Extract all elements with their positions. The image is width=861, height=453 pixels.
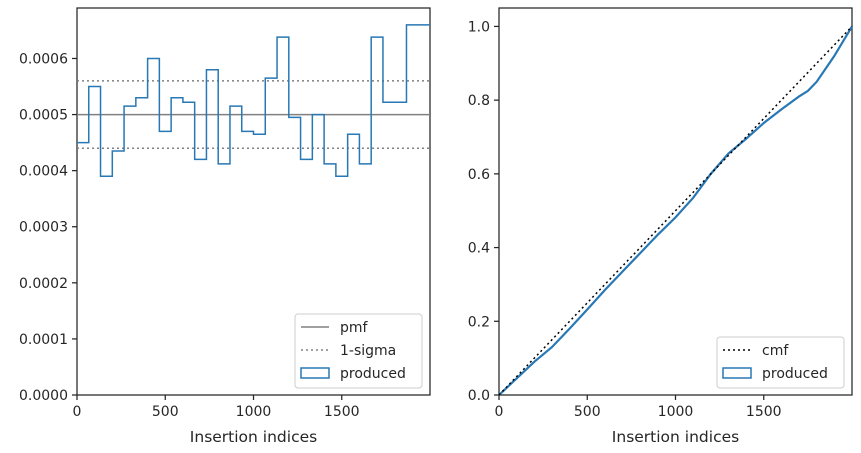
x-tick-label: 500 — [574, 404, 601, 420]
x-ticks-right: 0 500 1000 1500 — [495, 395, 782, 420]
produced-cumulative-line — [498, 25, 853, 396]
y-ticks-right: 0.0 0.2 0.4 0.6 0.8 1.0 — [468, 19, 499, 404]
pmf-histogram-panel: 0 500 1000 1500 0.00000.00010.00020.00030.0… — [19, 7, 431, 446]
legend-label: produced — [762, 366, 828, 382]
reference-lines — [77, 80, 430, 149]
legend-label: 1-sigma — [340, 343, 396, 359]
series-layer-right — [498, 25, 853, 396]
y-tick-label: 0.0 — [468, 388, 490, 404]
legend-label: produced — [340, 366, 406, 382]
legend-right: cmf produced — [716, 336, 845, 389]
x-axis-label-left: Insertion indices — [190, 428, 317, 446]
y-tick-label: 0.0005 — [19, 108, 68, 124]
x-ticks-left: 0 500 1000 1500 — [73, 395, 360, 420]
x-tick-label: 1500 — [324, 404, 360, 420]
legend-label: cmf — [762, 343, 789, 359]
y-tick-label: 1.0 — [468, 19, 490, 35]
x-tick-label: 1500 — [746, 404, 782, 420]
y-tick-label: 0.4 — [468, 241, 490, 257]
y-tick-label: 0.6 — [468, 167, 490, 183]
x-tick-label: 0 — [73, 404, 82, 420]
y-tick-label: 0.0004 — [19, 164, 68, 180]
y-ticks-left: 0.0000 0.0001 0.0002 0.0003 0.0004 0.0005 0.00… — [19, 51, 77, 404]
x-tick-label: 1000 — [236, 404, 272, 420]
x-tick-label: 1000 — [658, 404, 694, 420]
x-axis-label-right: Insertion indices — [612, 428, 739, 446]
legend-swatch — [300, 367, 330, 379]
legend-swatch — [722, 367, 752, 379]
cmf-line — [498, 25, 853, 396]
x-tick-label: 0 — [495, 404, 504, 420]
cmf-panel: 0 500 1000 1500 0.0 0.2 0.4 0.6 0.8 1.0 Insertio… — [468, 7, 853, 446]
y-tick-label: 0.2 — [468, 314, 490, 330]
y-tick-label: 0.0000 — [19, 388, 68, 404]
y-tick-label: 0.0001 — [19, 332, 68, 348]
legend-label: pmf — [340, 320, 369, 336]
y-tick-label: 0.0002 — [19, 276, 68, 292]
y-tick-label: 0.0003 — [19, 220, 68, 236]
x-tick-label: 500 — [152, 404, 179, 420]
y-tick-label: 0.8 — [468, 93, 490, 109]
series-layer-left — [77, 24, 430, 178]
legend-left: pmf 1-sigma produced — [294, 313, 423, 389]
produced-step-series — [77, 24, 430, 178]
y-tick-label: 0.0006 — [19, 51, 68, 67]
legend-box — [294, 313, 423, 389]
